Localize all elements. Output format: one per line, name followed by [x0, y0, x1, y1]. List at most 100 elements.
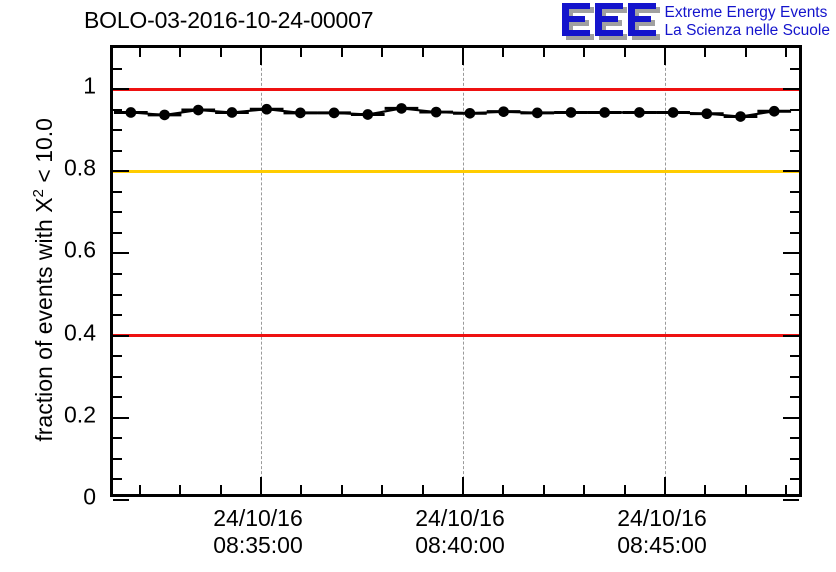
y-tick-minor	[790, 108, 799, 111]
y-tick-minor	[113, 293, 122, 296]
x-tick-minor-top	[340, 48, 343, 57]
y-tick-minor	[113, 211, 122, 214]
x-tick-label-time: 08:40:00	[415, 532, 505, 558]
data-point-marker	[261, 103, 273, 115]
eee-logo-text: Extreme Energy Events La Scienza nelle S…	[665, 3, 830, 40]
y-tick-minor	[113, 396, 122, 399]
x-tick-major	[260, 477, 262, 494]
y-tick-minor	[113, 457, 122, 460]
y-tick-major	[113, 334, 129, 337]
x-tick-minor-top	[219, 48, 222, 57]
y-tick-minor	[790, 190, 799, 193]
x-tick-minor-top	[300, 48, 303, 57]
y-tick-minor	[113, 67, 122, 70]
data-point-marker	[328, 107, 340, 119]
x-tick-minor-top	[502, 48, 505, 57]
x-tick-label-date: 24/10/16	[415, 505, 505, 531]
data-point-marker	[768, 105, 780, 117]
x-tick-minor-top	[704, 48, 707, 57]
x-tick-minor	[583, 485, 586, 494]
y-tick-major-right	[783, 252, 799, 255]
y-tick-minor	[790, 129, 799, 132]
data-point-marker	[226, 107, 238, 118]
x-tick-minor-top	[381, 48, 384, 57]
y-tick-minor	[790, 375, 799, 378]
y-tick-minor	[113, 437, 122, 440]
x-tick-minor-top	[623, 48, 626, 57]
y-tick-minor	[790, 396, 799, 399]
lower-red-limit	[113, 334, 799, 338]
logo-letter-e-1	[561, 3, 594, 40]
eee-logo: Extreme Energy Events La Scienza nelle S…	[561, 3, 830, 40]
x-tick-minor	[542, 485, 545, 494]
x-axis-tick-labels: 24/10/16 08:35:00 24/10/16 08:40:00 24/10/16…	[0, 505, 836, 569]
y-axis-title-suffix: < 10.0	[30, 118, 57, 189]
x-tick-minor-top	[138, 48, 141, 57]
data-point-marker	[531, 107, 543, 119]
y-tick-major	[113, 252, 129, 255]
y-tick-minor	[113, 355, 122, 358]
logo-line-2: La Scienza nelle Scuole	[664, 22, 830, 39]
y-tick-minor	[790, 149, 799, 152]
y-tick-minor	[113, 108, 122, 111]
gridline-vertical	[261, 48, 263, 494]
x-tick-minor	[340, 485, 343, 494]
x-tick-minor-top	[179, 48, 182, 57]
gridline-vertical	[665, 48, 667, 494]
y-tick-major-right	[783, 416, 799, 419]
y-tick-minor	[113, 314, 122, 317]
y-tick-minor	[113, 129, 122, 132]
data-point-marker	[159, 109, 170, 121]
x-tick-label-time: 08:45:00	[617, 532, 707, 558]
logo-letter-e-2	[594, 3, 627, 40]
data-point-marker	[295, 107, 306, 119]
x-tick-minor	[300, 485, 303, 494]
x-tick-minor	[381, 485, 384, 494]
x-tick-label-time: 08:35:00	[213, 532, 303, 558]
y-tick-minor	[790, 478, 799, 481]
x-tick-minor	[704, 485, 707, 494]
x-tick-major	[664, 477, 666, 494]
warning-yellow-limit	[113, 169, 799, 173]
y-tick-minor	[790, 211, 799, 214]
x-tick-minor	[219, 485, 222, 494]
x-tick-minor	[623, 485, 626, 494]
x-tick-label: 24/10/16 08:45:00	[617, 505, 707, 559]
y-tick-major	[113, 170, 129, 173]
logo-letter-e-3	[627, 3, 660, 40]
y-tick-major	[113, 499, 129, 501]
data-point-marker	[599, 107, 611, 118]
y-tick-major-right	[783, 499, 799, 501]
y-tick-minor	[790, 437, 799, 440]
data-point-marker	[396, 103, 407, 114]
series-polyline	[130, 107, 775, 118]
data-point-marker	[735, 111, 746, 122]
data-point-marker	[634, 107, 645, 118]
x-tick-minor	[744, 485, 747, 494]
x-tick-major	[462, 477, 464, 494]
y-tick-minor	[790, 231, 799, 234]
data-point-marker	[192, 104, 204, 116]
plot-frame	[110, 45, 802, 501]
x-tick-major-top	[462, 48, 464, 65]
data-series-line	[113, 103, 792, 122]
y-tick-minor	[790, 273, 799, 275]
page-title: BOLO-03-2016-10-24-00007	[84, 7, 374, 33]
x-tick-minor-top	[785, 48, 788, 57]
data-point-marker	[667, 107, 679, 118]
y-tick-minor	[113, 375, 122, 378]
x-tick-label: 24/10/16 08:40:00	[415, 505, 505, 559]
y-tick-minor	[113, 190, 122, 193]
x-tick-minor-top	[744, 48, 747, 57]
y-tick-major	[113, 88, 129, 91]
x-tick-minor	[138, 485, 141, 494]
data-point-marker	[464, 107, 476, 119]
gridline-vertical	[463, 48, 465, 494]
data-point-marker	[362, 109, 374, 120]
data-point-marker	[701, 108, 713, 120]
y-tick-minor	[113, 231, 122, 234]
y-axis-title-prefix: fraction of events with X	[30, 197, 57, 442]
y-tick-minor	[790, 67, 799, 70]
eee-logo-mark	[561, 3, 660, 40]
